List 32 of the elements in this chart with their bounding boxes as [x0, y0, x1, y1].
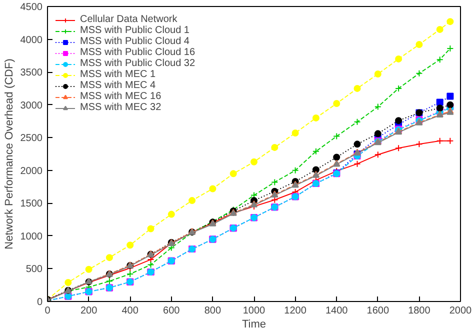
y-tick-label: 1000	[20, 231, 43, 242]
x-tick-label: 1600	[366, 306, 390, 316]
x-tick-label: 1400	[325, 306, 348, 316]
legend-label: Cellular Data Network	[80, 14, 178, 25]
legend-label: MSS with Public Cloud 32	[80, 58, 196, 69]
y-tick-label: 4000	[20, 34, 43, 46]
y-tick-label: 2500	[20, 133, 43, 144]
legend-label: MSS with Public Cloud 4	[80, 36, 190, 47]
y-tick-label: 0	[36, 297, 43, 308]
y-tick-label: 4500	[20, 2, 43, 13]
legend-label: MSS with MEC 1	[80, 69, 156, 80]
y-axis-title: Network Performance Overhead (CDF)	[3, 58, 16, 250]
y-tick-label: 3500	[20, 68, 43, 79]
y-tick-label: 2000	[20, 166, 43, 177]
y-tick-label: 1500	[20, 198, 43, 210]
legend-label: MSS with MEC 16	[80, 91, 162, 102]
x-tick-label: 600	[163, 306, 180, 316]
legend-label: MSS with Public Cloud 1	[80, 25, 190, 36]
x-tick-label: 1200	[284, 306, 307, 316]
legend-label: MSS with MEC 4	[80, 80, 156, 91]
legend-label: MSS with Public Cloud 16	[80, 47, 196, 58]
y-tick-label: 3000	[20, 100, 43, 112]
x-tick-label: 2000	[449, 306, 472, 316]
x-tick-label: 1000	[242, 306, 266, 316]
x-tick-label: 0	[44, 306, 51, 316]
x-tick-label: 200	[80, 306, 98, 316]
y-tick-label: 500	[26, 264, 43, 276]
x-tick-label: 400	[122, 306, 139, 316]
x-axis-title: Time	[242, 318, 266, 330]
x-tick-label: 800	[204, 306, 222, 316]
x-tick-label: 1800	[408, 306, 431, 316]
legend-label: MSS with MEC 32	[80, 102, 162, 113]
